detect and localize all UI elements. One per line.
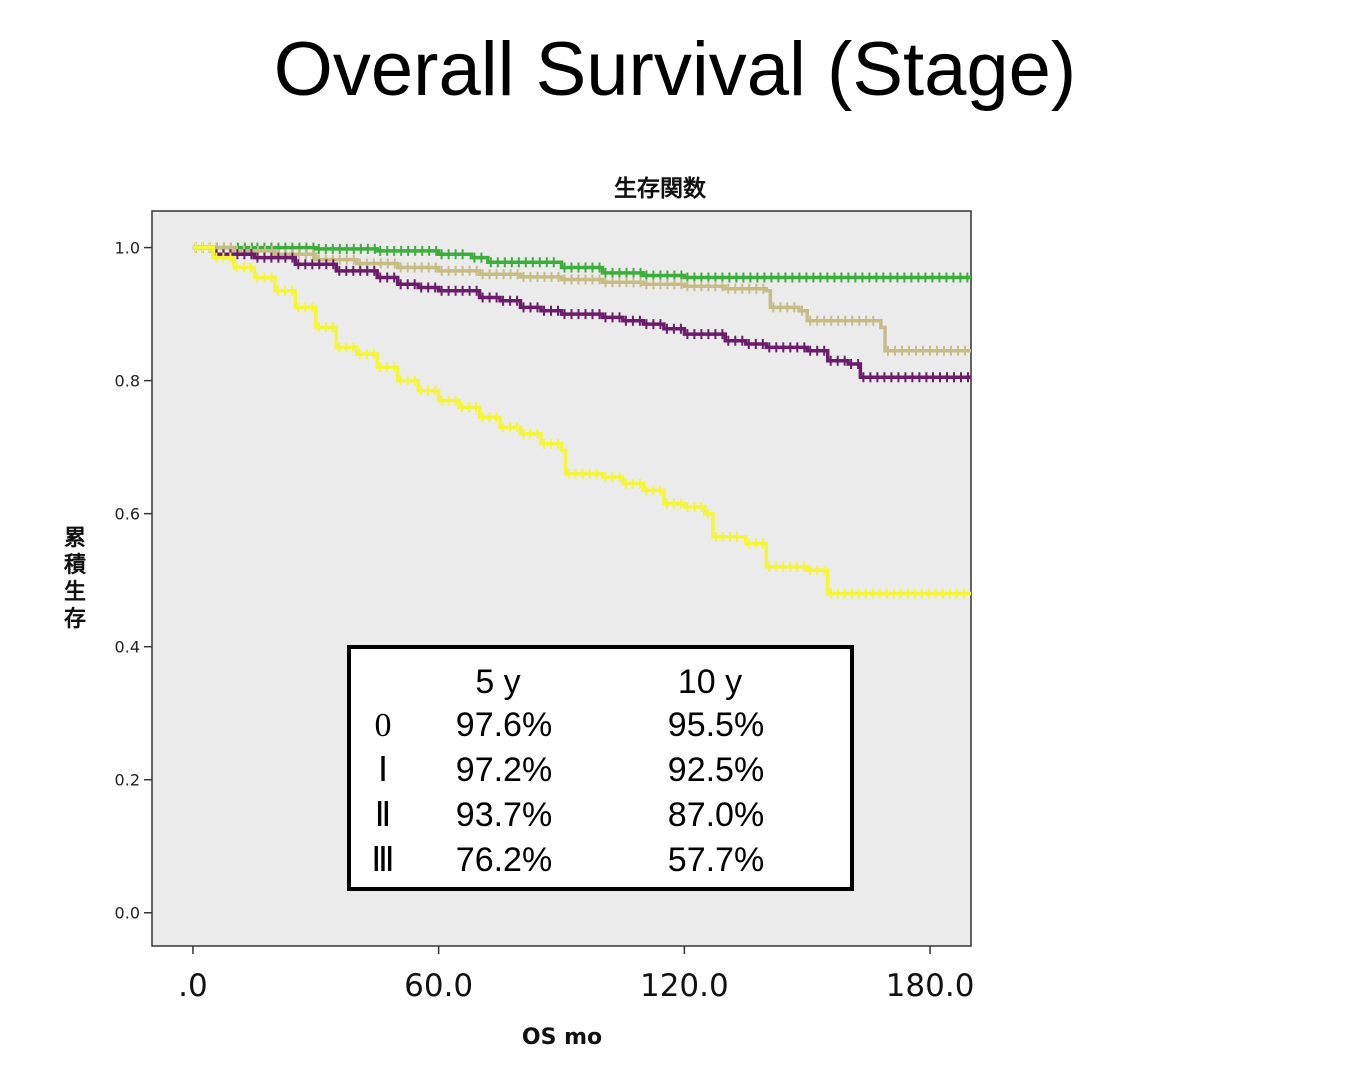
censor-marks-3 (194, 242, 965, 599)
table-stage-label: 0 (375, 707, 392, 744)
y-tick-label: 1.0 (115, 239, 140, 258)
chart-title: 生存関数 (614, 175, 707, 202)
table-cell: 76.2% (456, 841, 552, 879)
survival-rate-table: 5 y 10 y 0 97.6% 95.5% Ⅰ 97.2% 92.5% Ⅱ 93.7% 87.0%… (347, 645, 854, 891)
table-cell: 97.6% (456, 706, 552, 744)
x-axis: .0 60.0 120.0 180.0 (178, 946, 974, 1004)
series-layer (192, 242, 971, 599)
table-stage-label: Ⅱ (375, 797, 392, 834)
table-cell: 95.5% (668, 706, 764, 744)
table-frame (347, 645, 854, 891)
x-axis-label: OS mo (522, 1025, 602, 1050)
x-tick-label: 60.0 (404, 968, 473, 1004)
table-cell: 57.7% (668, 841, 764, 879)
table-header: 5 y (475, 663, 520, 701)
slide-title: Overall Survival (Stage) (273, 27, 1077, 112)
x-tick-label: 180.0 (886, 968, 975, 1004)
y-axis-label: 累積生存 (64, 526, 87, 632)
y-tick-label: 0.4 (115, 638, 140, 657)
x-tick-label: 120.0 (640, 968, 729, 1004)
table-cell: 93.7% (456, 796, 552, 834)
table-header: 10 y (678, 663, 742, 701)
survival-curve-2 (192, 245, 971, 380)
y-tick-label: 0.6 (115, 505, 140, 524)
y-tick-label: 0.8 (115, 372, 140, 391)
table-stage-label: Ⅰ (378, 752, 388, 789)
y-axis: 0.0 0.2 0.4 0.6 0.8 1.0 (115, 239, 152, 923)
y-tick-label: 0.2 (115, 771, 140, 790)
table-cell: 92.5% (668, 751, 764, 789)
y-tick-label: 0.0 (115, 904, 140, 923)
table-cell: 87.0% (668, 796, 764, 834)
table-stage-label: Ⅲ (371, 842, 394, 879)
survival-curve-1 (192, 245, 971, 353)
x-tick-label: .0 (178, 968, 208, 1004)
survival-curve-0 (192, 245, 971, 280)
table-cell: 97.2% (456, 751, 552, 789)
